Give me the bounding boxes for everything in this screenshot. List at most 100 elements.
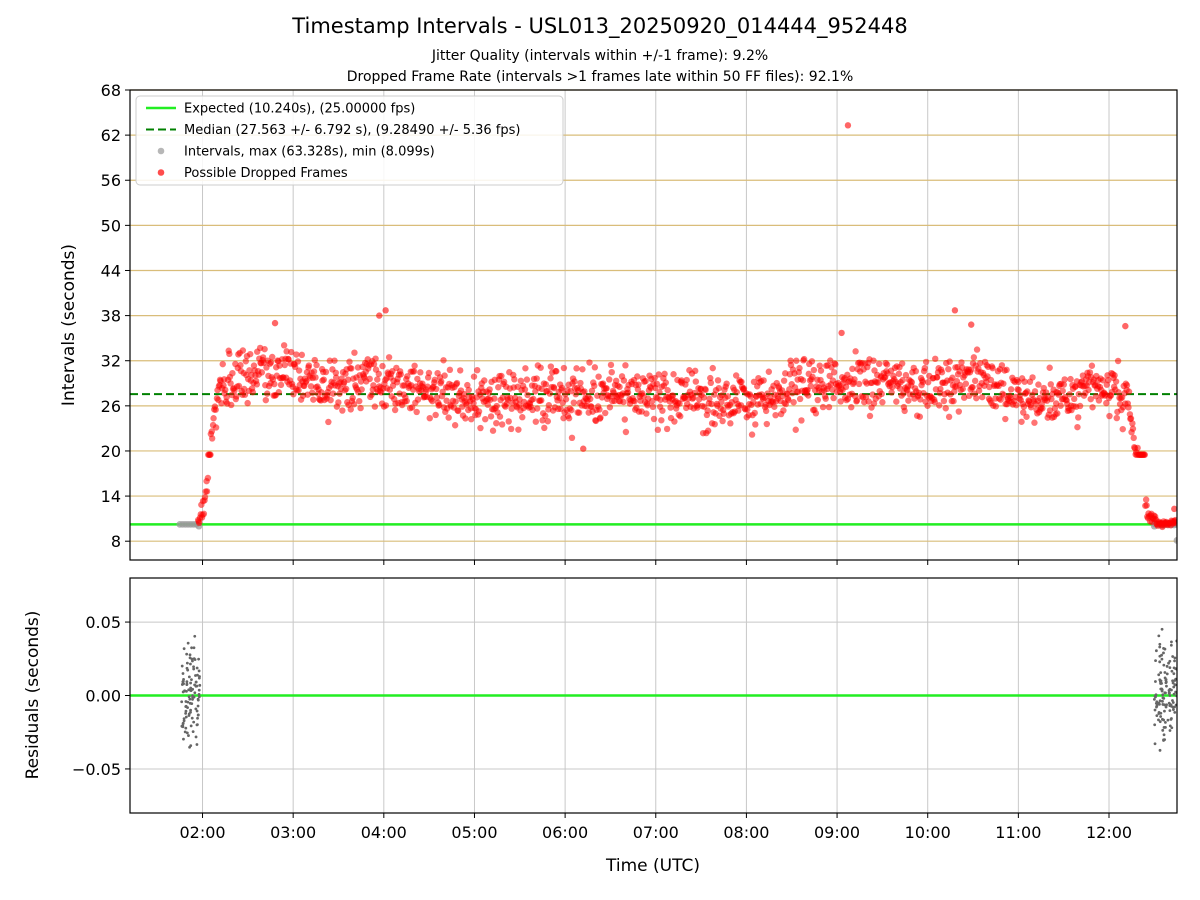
dropped-frame-point <box>960 394 968 401</box>
dropped-frame-point <box>474 366 481 374</box>
dropped-frame-point <box>275 389 282 396</box>
dropped-frame-point <box>649 403 657 411</box>
dropped-frame-point <box>762 407 770 415</box>
residual-point <box>196 704 200 708</box>
dropped-frame-point <box>1127 415 1135 422</box>
residual-point <box>192 657 196 661</box>
dropped-frame-point <box>461 390 468 398</box>
dropped-frame-point <box>560 364 568 372</box>
dropped-frame-point <box>391 406 399 414</box>
dropped-frame-point <box>425 369 433 377</box>
residual-point <box>1153 708 1157 712</box>
dropped-frame-point <box>663 425 671 433</box>
dropped-frame-point <box>853 397 861 404</box>
dropped-frame-point <box>916 413 924 420</box>
dropped-frame-point <box>276 362 283 369</box>
dropped-frame-point <box>431 376 439 384</box>
dropped-frame-point <box>727 420 734 427</box>
dropped-frame-point <box>487 413 495 420</box>
dropped-frame-point <box>201 493 209 501</box>
dropped-frame-point <box>348 365 355 372</box>
dropped-frame-point <box>339 407 346 414</box>
dropped-frame-point <box>792 426 799 433</box>
residual-point <box>1168 709 1172 712</box>
dropped-frame-point <box>499 394 506 401</box>
residual-point <box>1158 748 1162 752</box>
dropped-frame-point <box>382 307 389 314</box>
residual-point <box>1158 645 1162 649</box>
residual-point <box>186 668 190 672</box>
dropped-frame-point <box>644 402 651 409</box>
dropped-frame-point <box>537 364 544 371</box>
bottom-panel-plot-area <box>130 627 1177 752</box>
dropped-frame-point <box>1042 389 1050 396</box>
top-y-tick-label: 62 <box>101 126 121 145</box>
residual-point <box>1169 703 1173 707</box>
residual-point <box>180 724 184 728</box>
dropped-frame-point <box>204 474 212 482</box>
dropped-frame-point <box>748 431 756 438</box>
residual-point <box>1157 718 1160 722</box>
dropped-frame-point <box>924 379 932 386</box>
residual-point <box>1158 660 1162 664</box>
residual-point <box>184 712 188 715</box>
dropped-frame-point <box>571 378 578 385</box>
dropped-frame-point <box>1129 425 1137 432</box>
dropped-frame-point <box>757 400 764 407</box>
residual-point <box>1168 724 1172 728</box>
dropped-frame-point <box>704 427 712 434</box>
dropped-frame-point <box>443 397 450 404</box>
residual-point <box>1172 692 1176 696</box>
dropped-frame-point <box>432 411 439 419</box>
dropped-frame-point <box>508 405 515 412</box>
residual-point <box>187 714 191 717</box>
dropped-frame-point <box>968 321 975 328</box>
x-tick-label: 07:00 <box>633 823 679 842</box>
residual-point <box>192 695 196 699</box>
dropped-frame-point <box>226 350 233 358</box>
dropped-frame-point <box>346 358 353 365</box>
dropped-frame-point <box>855 380 863 388</box>
dropped-frame-point <box>568 434 576 442</box>
residual-point <box>1164 720 1167 724</box>
residual-point <box>1164 681 1168 685</box>
top-y-tick-label: 32 <box>101 352 121 371</box>
dropped-frame-point <box>608 368 615 376</box>
top-y-tick-label: 26 <box>101 397 121 416</box>
dropped-frame-point <box>657 396 664 403</box>
residual-point <box>189 681 192 685</box>
dropped-frame-point <box>1024 388 1031 395</box>
dropped-frame-point <box>305 362 313 369</box>
dropped-frame-point <box>597 414 604 421</box>
dropped-frame-point <box>1036 394 1043 402</box>
dropped-frame-point <box>893 398 900 405</box>
dropped-frame-point <box>437 378 445 385</box>
dropped-frame-point <box>1059 387 1066 395</box>
dropped-frame-point <box>440 357 447 364</box>
dropped-frame-point <box>1085 386 1092 394</box>
residual-point <box>1157 701 1161 705</box>
dropped-frame-point <box>356 397 363 405</box>
dropped-frame-point <box>588 387 596 394</box>
residual-point <box>191 659 194 663</box>
dropped-frame-point <box>677 413 684 420</box>
dropped-frame-point <box>542 412 549 420</box>
top-y-axis-label: Intervals (seconds) <box>59 244 79 406</box>
dropped-frame-point <box>210 415 217 422</box>
dropped-frame-point <box>635 381 642 388</box>
dropped-frame-point <box>656 389 663 396</box>
residual-point <box>1162 733 1166 737</box>
dropped-frame-point <box>244 399 251 407</box>
dropped-frame-point <box>332 369 340 377</box>
residual-point <box>1167 688 1171 692</box>
dropped-frame-point <box>1105 377 1112 384</box>
residual-point <box>1171 699 1174 702</box>
dropped-frame-point <box>933 374 941 381</box>
dropped-frame-point <box>1119 425 1126 433</box>
dropped-frame-point <box>1134 444 1141 452</box>
dropped-frame-point <box>1122 322 1129 330</box>
dropped-frame-point <box>805 392 812 399</box>
dropped-frame-point <box>1125 404 1132 411</box>
dropped-frame-point <box>385 354 393 361</box>
dropped-frame-point <box>780 407 787 414</box>
